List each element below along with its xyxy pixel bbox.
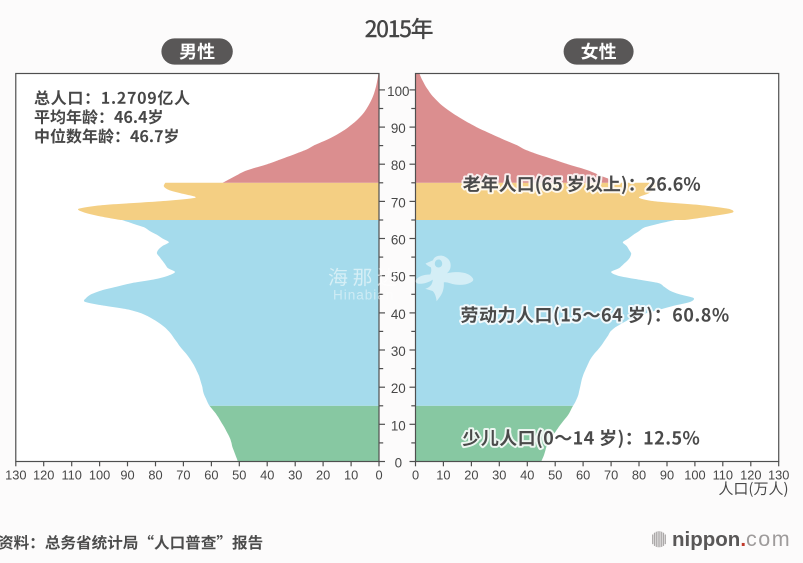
svg-text:0: 0 xyxy=(375,467,382,482)
svg-text:90: 90 xyxy=(660,467,674,482)
svg-text:60: 60 xyxy=(204,467,218,482)
svg-text:60: 60 xyxy=(576,467,590,482)
svg-text:40: 40 xyxy=(391,307,406,322)
svg-text:120: 120 xyxy=(33,467,54,482)
svg-text:0: 0 xyxy=(412,467,419,482)
svg-text:80: 80 xyxy=(148,467,162,482)
svg-text:40: 40 xyxy=(520,467,534,482)
svg-text:110: 110 xyxy=(713,467,733,482)
svg-text:0: 0 xyxy=(395,456,402,471)
svg-text:20: 20 xyxy=(316,467,330,482)
svg-text:80: 80 xyxy=(391,158,406,173)
svg-text:10: 10 xyxy=(391,418,406,433)
svg-text:130: 130 xyxy=(768,467,789,482)
svg-text:130: 130 xyxy=(5,467,26,482)
svg-text:100: 100 xyxy=(684,467,705,482)
svg-text:120: 120 xyxy=(740,467,761,482)
svg-text:90: 90 xyxy=(120,467,134,482)
svg-text:30: 30 xyxy=(492,467,506,482)
svg-text:10: 10 xyxy=(436,467,450,482)
svg-text:nippon.com: nippon.com xyxy=(672,527,791,551)
svg-text:80: 80 xyxy=(632,467,646,482)
svg-text:50: 50 xyxy=(548,467,562,482)
svg-text:50: 50 xyxy=(232,467,246,482)
svg-text:60: 60 xyxy=(391,233,406,248)
svg-text:30: 30 xyxy=(391,344,406,359)
svg-text:30: 30 xyxy=(288,467,302,482)
svg-text:10: 10 xyxy=(344,467,358,482)
svg-text:90: 90 xyxy=(391,121,406,136)
svg-text:20: 20 xyxy=(391,381,406,396)
svg-text:40: 40 xyxy=(260,467,274,482)
svg-text:20: 20 xyxy=(464,467,478,482)
svg-text:Hinabian: Hinabian xyxy=(333,288,394,303)
svg-text:100: 100 xyxy=(89,467,110,482)
svg-text:70: 70 xyxy=(391,195,406,210)
svg-text:100: 100 xyxy=(387,84,409,99)
svg-text:70: 70 xyxy=(176,467,190,482)
svg-text:110: 110 xyxy=(61,467,81,482)
svg-text:70: 70 xyxy=(604,467,618,482)
